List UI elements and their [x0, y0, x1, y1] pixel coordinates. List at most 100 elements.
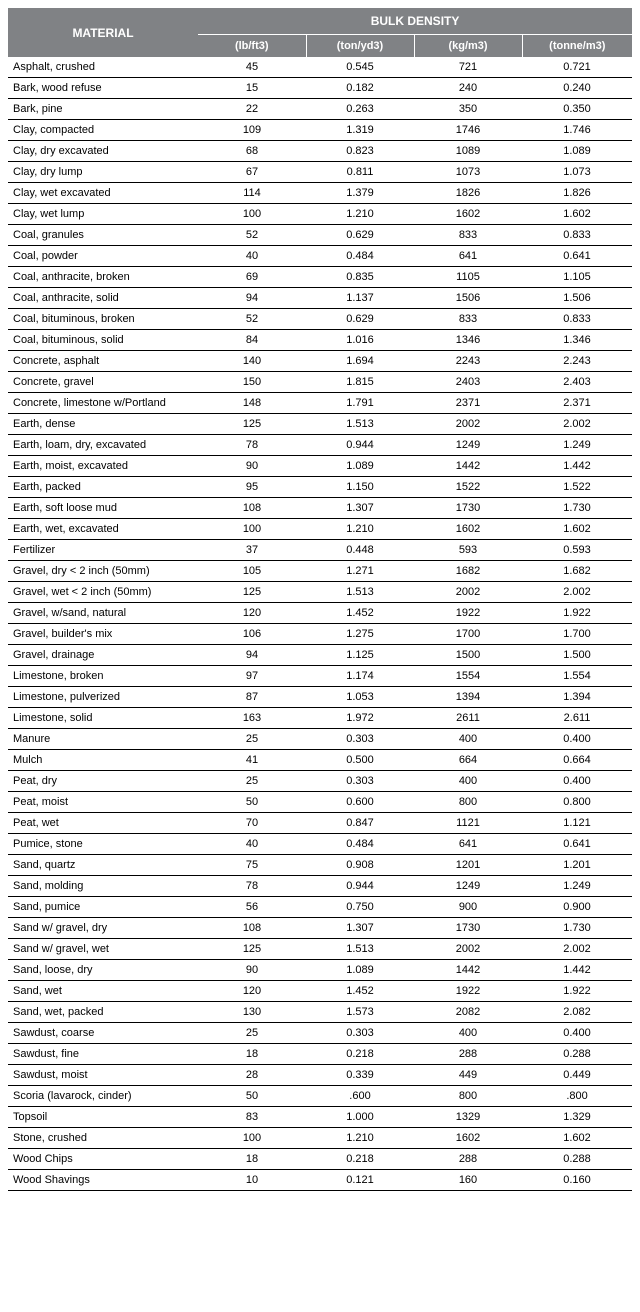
value-cell: 0.288	[522, 1149, 632, 1170]
value-cell: 10	[198, 1170, 306, 1191]
material-cell: Coal, powder	[8, 246, 198, 267]
value-cell: 125	[198, 414, 306, 435]
value-cell: 1682	[414, 561, 522, 582]
value-cell: 120	[198, 603, 306, 624]
material-cell: Sand, molding	[8, 876, 198, 897]
value-cell: 1.249	[522, 435, 632, 456]
material-cell: Stone, crushed	[8, 1128, 198, 1149]
value-cell: 800	[414, 792, 522, 813]
table-row: Pumice, stone400.4846410.641	[8, 834, 632, 855]
table-row: Clay, wet lump1001.21016021.602	[8, 204, 632, 225]
table-row: Sand, pumice560.7509000.900	[8, 897, 632, 918]
value-cell: 0.303	[306, 1023, 414, 1044]
value-cell: 0.400	[522, 771, 632, 792]
value-cell: 105	[198, 561, 306, 582]
value-cell: 94	[198, 288, 306, 309]
value-cell: 2243	[414, 351, 522, 372]
value-cell: 1554	[414, 666, 522, 687]
material-cell: Sand, pumice	[8, 897, 198, 918]
value-cell: 1346	[414, 330, 522, 351]
value-cell: 148	[198, 393, 306, 414]
table-row: Sawdust, fine180.2182880.288	[8, 1044, 632, 1065]
value-cell: 2002	[414, 582, 522, 603]
material-cell: Coal, granules	[8, 225, 198, 246]
value-cell: 1.073	[522, 162, 632, 183]
value-cell: 108	[198, 918, 306, 939]
value-cell: 1.201	[522, 855, 632, 876]
value-cell: 0.944	[306, 435, 414, 456]
material-cell: Gravel, w/sand, natural	[8, 603, 198, 624]
value-cell: 0.303	[306, 771, 414, 792]
value-cell: 1730	[414, 918, 522, 939]
value-cell: 1073	[414, 162, 522, 183]
material-cell: Clay, wet excavated	[8, 183, 198, 204]
value-cell: 125	[198, 582, 306, 603]
value-cell: 163	[198, 708, 306, 729]
value-cell: 1.682	[522, 561, 632, 582]
value-cell: 1.121	[522, 813, 632, 834]
material-cell: Bark, wood refuse	[8, 78, 198, 99]
table-row: Earth, moist, excavated901.08914421.442	[8, 456, 632, 477]
value-cell: 1.089	[306, 960, 414, 981]
table-row: Fertilizer370.4485930.593	[8, 540, 632, 561]
value-cell: .600	[306, 1086, 414, 1107]
material-cell: Peat, dry	[8, 771, 198, 792]
header-col-tonnem3: (tonne/m3)	[522, 35, 632, 58]
material-cell: Clay, dry excavated	[8, 141, 198, 162]
value-cell: 1089	[414, 141, 522, 162]
value-cell: 240	[414, 78, 522, 99]
value-cell: 0.240	[522, 78, 632, 99]
value-cell: 1.506	[522, 288, 632, 309]
material-cell: Manure	[8, 729, 198, 750]
value-cell: 0.121	[306, 1170, 414, 1191]
value-cell: 2611	[414, 708, 522, 729]
value-cell: 1394	[414, 687, 522, 708]
value-cell: 1746	[414, 120, 522, 141]
value-cell: 1.053	[306, 687, 414, 708]
value-cell: 2.002	[522, 414, 632, 435]
value-cell: 0.944	[306, 876, 414, 897]
value-cell: 130	[198, 1002, 306, 1023]
value-cell: 0.593	[522, 540, 632, 561]
value-cell: 1.522	[522, 477, 632, 498]
value-cell: 0.182	[306, 78, 414, 99]
table-row: Sand, wet, packed1301.57320822.082	[8, 1002, 632, 1023]
value-cell: 1922	[414, 981, 522, 1002]
material-cell: Clay, wet lump	[8, 204, 198, 225]
table-row: Gravel, w/sand, natural1201.45219221.922	[8, 603, 632, 624]
table-row: Wood Shavings100.1211600.160	[8, 1170, 632, 1191]
value-cell: 1.602	[522, 1128, 632, 1149]
value-cell: 100	[198, 519, 306, 540]
value-cell: 1.089	[306, 456, 414, 477]
value-cell: 400	[414, 729, 522, 750]
table-row: Earth, wet, excavated1001.21016021.602	[8, 519, 632, 540]
value-cell: 1.922	[522, 603, 632, 624]
value-cell: 1.746	[522, 120, 632, 141]
material-cell: Earth, packed	[8, 477, 198, 498]
value-cell: 1506	[414, 288, 522, 309]
table-row: Mulch410.5006640.664	[8, 750, 632, 771]
value-cell: 1.694	[306, 351, 414, 372]
value-cell: 0.288	[522, 1044, 632, 1065]
value-cell: 1.275	[306, 624, 414, 645]
value-cell: 70	[198, 813, 306, 834]
value-cell: 1105	[414, 267, 522, 288]
value-cell: 721	[414, 57, 522, 78]
value-cell: 0.350	[522, 99, 632, 120]
value-cell: 78	[198, 435, 306, 456]
table-row: Sand, wet1201.45219221.922	[8, 981, 632, 1002]
value-cell: 125	[198, 939, 306, 960]
table-row: Scoria (lavarock, cinder)50.600800.800	[8, 1086, 632, 1107]
value-cell: 90	[198, 456, 306, 477]
header-col-kgm3: (kg/m3)	[414, 35, 522, 58]
value-cell: 1.329	[522, 1107, 632, 1128]
value-cell: 69	[198, 267, 306, 288]
material-cell: Wood Shavings	[8, 1170, 198, 1191]
material-cell: Limestone, pulverized	[8, 687, 198, 708]
value-cell: 1442	[414, 456, 522, 477]
table-row: Asphalt, crushed450.5457210.721	[8, 57, 632, 78]
value-cell: 1.249	[522, 876, 632, 897]
material-cell: Limestone, broken	[8, 666, 198, 687]
table-row: Sand, loose, dry901.08914421.442	[8, 960, 632, 981]
material-cell: Earth, wet, excavated	[8, 519, 198, 540]
